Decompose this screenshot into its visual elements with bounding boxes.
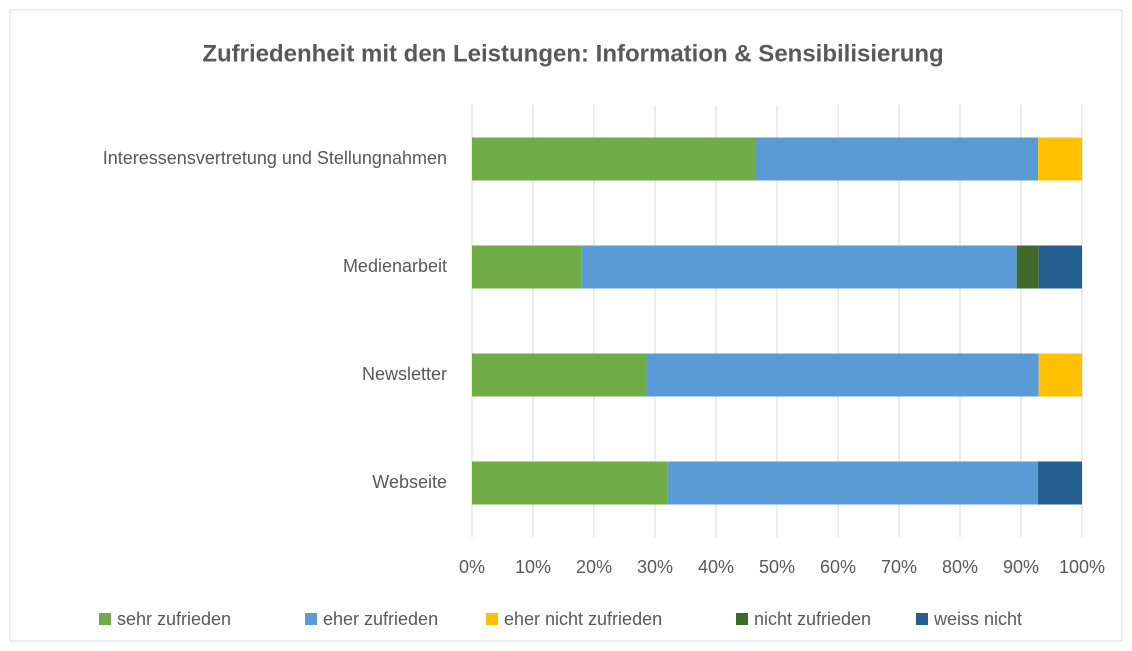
x-tick-label: 50% [759, 557, 795, 577]
bar-segment [755, 137, 1039, 181]
bar-segment [472, 245, 582, 289]
y-tick-label: Newsletter [362, 364, 447, 384]
legend-label: eher zufrieden [323, 609, 438, 629]
x-tick-label: 20% [576, 557, 612, 577]
x-tick-label: 70% [881, 557, 917, 577]
x-tick-label: 80% [942, 557, 978, 577]
bar-segment [1016, 245, 1039, 289]
bar-segment [1038, 353, 1082, 397]
legend-swatch [736, 613, 748, 625]
bar-segment [472, 461, 668, 505]
bar-segment [472, 137, 756, 181]
bar-segment [581, 245, 1017, 289]
x-tick-label: 40% [698, 557, 734, 577]
bar-segment [1038, 461, 1082, 505]
legend-swatch [99, 613, 111, 625]
x-tick-label: 90% [1003, 557, 1039, 577]
legend-swatch [486, 613, 498, 625]
x-tick-label: 60% [820, 557, 856, 577]
legend-swatch [916, 613, 928, 625]
x-tick-label: 0% [459, 557, 485, 577]
bar-segment [472, 353, 647, 397]
y-tick-label: Interessensvertretung und Stellungnahmen [103, 148, 447, 168]
bar-segment [1038, 137, 1082, 181]
legend-label: eher nicht zufrieden [504, 609, 662, 629]
bar-segment [646, 353, 1039, 397]
x-tick-label: 10% [515, 557, 551, 577]
legend-label: sehr zufrieden [117, 609, 231, 629]
chart-border [9, 9, 1123, 642]
chart-title: Zufriedenheit mit den Leistungen: Inform… [202, 40, 943, 67]
y-tick-label: Webseite [372, 472, 447, 492]
x-tick-label: 30% [637, 557, 673, 577]
bar-segment [1038, 245, 1082, 289]
bar-segment [667, 461, 1039, 505]
y-tick-label: Medienarbeit [343, 256, 447, 276]
x-tick-label: 100% [1059, 557, 1105, 577]
legend-label: weiss nicht [933, 609, 1022, 629]
legend-swatch [305, 613, 317, 625]
legend-label: nicht zufrieden [754, 609, 871, 629]
